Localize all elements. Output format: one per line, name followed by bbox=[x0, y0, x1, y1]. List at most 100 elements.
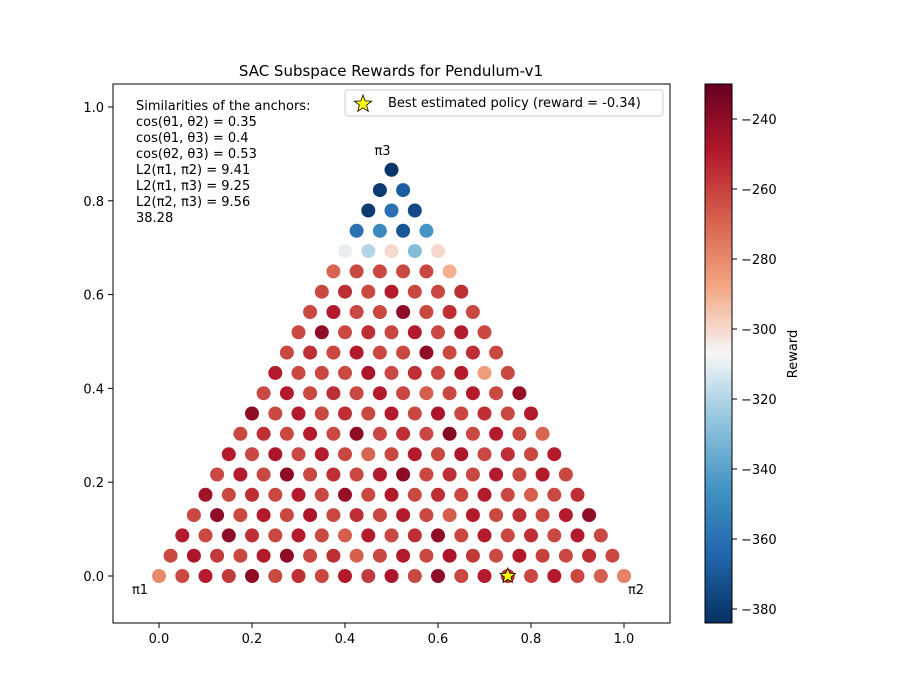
legend-star-icon bbox=[353, 93, 373, 113]
scatter-point bbox=[489, 548, 504, 563]
scatter-point bbox=[547, 447, 562, 462]
scatter-point bbox=[524, 487, 538, 502]
annotation-text: Similarities of the anchors: cos(θ1, θ2)… bbox=[136, 99, 315, 226]
scatter-point bbox=[361, 325, 376, 340]
scatter-point bbox=[431, 447, 445, 462]
annotation-line: L2(π1, π2) = 9.41 bbox=[136, 163, 250, 178]
scatter-point bbox=[303, 508, 318, 523]
scatter-point bbox=[547, 487, 562, 502]
annotation-line: cos(θ1, θ3) = 0.4 bbox=[136, 131, 249, 146]
scatter-point bbox=[431, 528, 445, 543]
scatter-point bbox=[291, 447, 306, 462]
anchor-labels: π1 π2 π3 bbox=[132, 144, 644, 598]
scatter-point bbox=[326, 426, 341, 441]
scatter-point bbox=[210, 467, 225, 482]
x-axis: 0.0 0.2 0.4 0.6 0.8 1.0 bbox=[149, 623, 634, 647]
scatter-point bbox=[570, 528, 585, 543]
scatter-point bbox=[431, 284, 445, 299]
scatter-point bbox=[547, 569, 562, 583]
scatter-point bbox=[384, 203, 399, 218]
colorbar-ticks: −240 −260 −280 −300 −320 −340 −360 −380 bbox=[732, 113, 777, 618]
scatter-point bbox=[442, 386, 457, 401]
best-policy-marker-layer bbox=[499, 566, 517, 584]
scatter-point bbox=[268, 487, 283, 502]
scatter-point bbox=[245, 447, 259, 462]
scatter-point bbox=[419, 467, 434, 482]
plot-area: 0.0 0.2 0.4 0.6 0.8 1.0 0.0 0.2 0.4 0.6 0.8 1.0 π1… bbox=[83, 83, 671, 647]
scatter-point bbox=[186, 548, 201, 563]
scatter-point bbox=[233, 548, 248, 563]
scatter-point bbox=[396, 426, 411, 441]
scatter-point bbox=[431, 487, 445, 502]
scatter-point bbox=[419, 386, 434, 401]
scatter-point bbox=[326, 508, 341, 523]
scatter-point bbox=[465, 548, 480, 563]
scatter-point bbox=[384, 162, 399, 177]
scatter-point bbox=[454, 325, 469, 340]
scatter-point bbox=[547, 528, 562, 543]
scatter-point bbox=[419, 508, 434, 523]
scatter-point bbox=[349, 467, 364, 482]
scatter-point bbox=[268, 406, 283, 421]
scatter-point bbox=[535, 426, 550, 441]
x-tick-label: 0.4 bbox=[335, 632, 356, 647]
scatter-point bbox=[338, 447, 352, 462]
colorbar-tick-label: −280 bbox=[741, 253, 777, 268]
annotation-line: 38.28 bbox=[136, 211, 173, 226]
scatter-point bbox=[407, 284, 422, 299]
scatter-point bbox=[198, 528, 213, 543]
scatter-point bbox=[349, 223, 364, 238]
scatter-point bbox=[593, 569, 608, 583]
scatter-point bbox=[372, 345, 387, 360]
scatter-point bbox=[349, 264, 364, 279]
scatter-point bbox=[477, 487, 492, 502]
colorbar-tick-label: −340 bbox=[741, 463, 777, 478]
scatter-point bbox=[361, 487, 376, 502]
scatter-point bbox=[221, 487, 236, 502]
scatter-point bbox=[419, 345, 434, 360]
scatter-point bbox=[314, 365, 329, 380]
scatter-point bbox=[198, 569, 213, 583]
scatter-point bbox=[407, 528, 422, 543]
colorbar-tick-label: −360 bbox=[741, 533, 777, 548]
scatter-point bbox=[233, 467, 248, 482]
scatter-point bbox=[338, 325, 352, 340]
x-tick-label: 0.6 bbox=[428, 632, 449, 647]
scatter-point bbox=[361, 406, 376, 421]
scatter-point bbox=[338, 284, 352, 299]
y-tick-label: 0.8 bbox=[83, 195, 104, 210]
scatter-point bbox=[431, 325, 445, 340]
scatter-point bbox=[372, 508, 387, 523]
scatter-point bbox=[326, 305, 341, 319]
x-tick-label: 0.0 bbox=[149, 632, 170, 647]
data-points bbox=[152, 162, 631, 583]
scatter-point bbox=[384, 447, 399, 462]
scatter-point bbox=[477, 365, 492, 380]
scatter-point bbox=[372, 548, 387, 563]
scatter-point bbox=[279, 548, 294, 563]
scatter-point bbox=[314, 569, 329, 583]
scatter-point bbox=[396, 223, 411, 238]
scatter-point bbox=[210, 548, 225, 563]
scatter-point bbox=[372, 264, 387, 279]
scatter-point bbox=[384, 284, 399, 299]
scatter-point bbox=[593, 528, 608, 543]
scatter-point bbox=[303, 548, 318, 563]
scatter-point bbox=[256, 508, 271, 523]
scatter-point bbox=[465, 386, 480, 401]
scatter-point bbox=[558, 467, 573, 482]
scatter-point bbox=[338, 487, 352, 502]
colorbar: −240 −260 −280 −300 −320 −340 −360 −380 Reward bbox=[704, 83, 801, 624]
scatter-point bbox=[279, 386, 294, 401]
scatter-point bbox=[314, 325, 329, 340]
scatter-point bbox=[396, 183, 411, 198]
scatter-point bbox=[465, 508, 480, 523]
colorbar-tick-label: −300 bbox=[741, 323, 777, 338]
y-tick-label: 0.2 bbox=[83, 476, 104, 491]
scatter-point bbox=[291, 569, 306, 583]
chart-title: SAC Subspace Rewards for Pendulum-v1 bbox=[239, 62, 543, 80]
scatter-point bbox=[535, 508, 550, 523]
scatter-point bbox=[221, 528, 236, 543]
scatter-point bbox=[256, 426, 271, 441]
scatter-point bbox=[361, 447, 376, 462]
